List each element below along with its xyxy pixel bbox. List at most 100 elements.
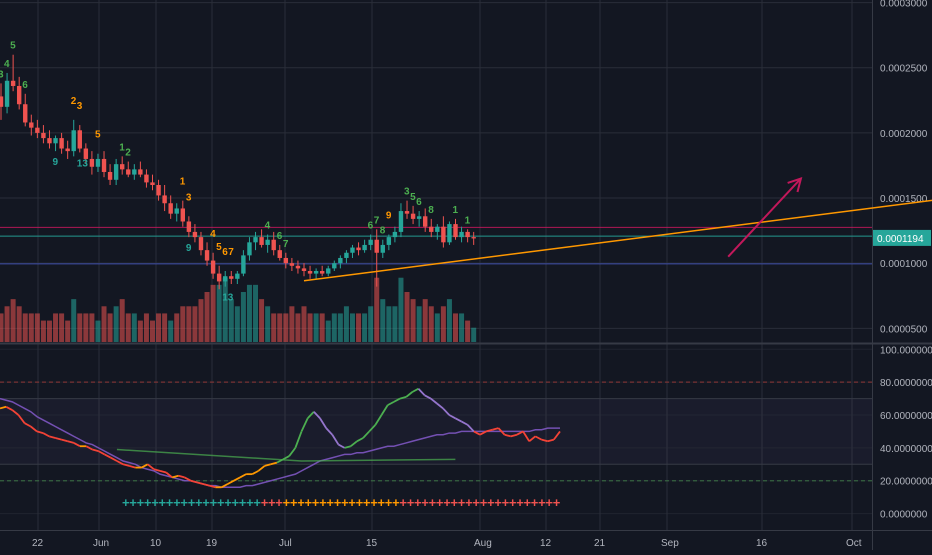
candle-body [113, 164, 119, 180]
rsi-moving-average [0, 397, 560, 489]
rsi-line-segment [467, 424, 475, 433]
td-sequence-label: 4 [4, 59, 10, 70]
candle-body [295, 265, 301, 269]
td-sequence-label: 1 [119, 142, 125, 153]
rsi-slope-line [116, 448, 456, 462]
rsi-line-segment [442, 407, 450, 416]
rsi-line-segment [313, 411, 321, 419]
rsi-line-segment [239, 473, 247, 479]
signal-strip-marker: + [261, 495, 269, 510]
td-sequence-label: 2 [125, 148, 131, 159]
volume-bar [228, 299, 234, 342]
volume-bar [416, 306, 422, 342]
rsi-band-fill [0, 398, 872, 465]
signal-strip-marker: + [348, 495, 356, 510]
rsi-line-segment [184, 476, 192, 482]
rsi-line-segment [104, 453, 112, 459]
signal-strip-marker: + [392, 495, 400, 510]
volume-bar [440, 306, 446, 342]
signal-strip-marker: + [210, 495, 218, 510]
volume-bar [137, 320, 143, 342]
volume-bar [265, 306, 271, 342]
candle-body [283, 257, 289, 264]
td-sequence-label: 13 [222, 293, 234, 304]
rsi-line-segment [510, 433, 518, 438]
volume-bar [337, 313, 343, 342]
signal-strip-marker: + [188, 495, 196, 510]
td-sequence-label: 4 [265, 221, 271, 232]
projection-arrow[interactable] [727, 177, 802, 258]
signal-strip-marker: + [268, 495, 276, 510]
td-sequence-label: 2 [71, 96, 77, 107]
candle-body [447, 224, 452, 243]
signal-strip-marker: + [246, 495, 254, 510]
candle-body [374, 239, 379, 253]
volume-bar [325, 320, 331, 342]
projection-arrow-head [787, 176, 803, 193]
volume-bar [307, 313, 313, 342]
rsi-line-segment [227, 479, 235, 485]
candle-body [168, 203, 173, 214]
price-axis-tick-label: 0.0001500 [880, 194, 928, 205]
td-sequence-label: 3 [0, 69, 4, 80]
trendline[interactable] [303, 188, 932, 282]
volume-bar [319, 313, 325, 342]
volume-bar [283, 313, 289, 342]
candle-body [192, 231, 198, 238]
volume-bar [374, 277, 380, 342]
last-price-label: 0.0001194 [877, 234, 924, 245]
candle-body [410, 213, 416, 219]
signal-strip-marker: + [195, 495, 203, 510]
candle-body [368, 239, 373, 245]
rsi-axis-tick-label: 100.0000000 [880, 345, 932, 356]
signal-strip-marker: + [494, 495, 502, 510]
td-sequence-label: 9 [186, 243, 192, 254]
td-sequence-label: 8 [428, 205, 434, 216]
volume-bar [349, 313, 355, 342]
rsi-line-segment [147, 463, 155, 470]
candle-body [423, 216, 428, 227]
volume-bar [331, 313, 337, 342]
rsi-line-segment [307, 411, 315, 419]
rsi-line-segment [24, 422, 32, 428]
candle-body [83, 148, 89, 159]
rsi-line-segment [55, 437, 62, 441]
signal-strip-marker: + [356, 495, 364, 510]
signal-strip-marker: + [385, 495, 393, 510]
candle-body [144, 174, 149, 183]
candle-body [235, 273, 240, 279]
candle-body [132, 169, 137, 175]
rsi-line-segment [85, 445, 93, 451]
candle-body [0, 96, 4, 107]
volume-bar [216, 284, 222, 342]
last-price-badge [873, 229, 931, 246]
rsi-line-segment [116, 460, 124, 466]
td-sequence-label: 7 [228, 247, 234, 258]
signal-strip-marker: + [407, 495, 415, 510]
volume-bar [392, 306, 398, 342]
candle-body [223, 276, 228, 282]
rsi-line-segment [417, 388, 426, 396]
candle-body [126, 169, 131, 175]
signal-strip-marker: + [341, 495, 349, 510]
volume-bar [386, 306, 392, 342]
time-axis-label: 19 [206, 538, 218, 549]
rsi-line-segment [251, 470, 259, 475]
signal-strip-marker: + [509, 495, 517, 510]
rsi-line-segment [190, 479, 198, 484]
volume-bar [459, 313, 465, 342]
signal-strip-marker: + [326, 495, 334, 510]
signal-strip-marker: + [180, 495, 188, 510]
rsi-line-segment [504, 433, 512, 438]
candle-body [332, 263, 337, 269]
signal-strip-marker: + [290, 495, 298, 510]
signal-strip-marker: + [319, 495, 327, 510]
signal-strip-marker: + [202, 495, 210, 510]
volume-bar [471, 327, 477, 342]
candle-body [41, 132, 46, 139]
signal-strip-marker: + [421, 495, 429, 510]
candle-body [204, 250, 210, 261]
